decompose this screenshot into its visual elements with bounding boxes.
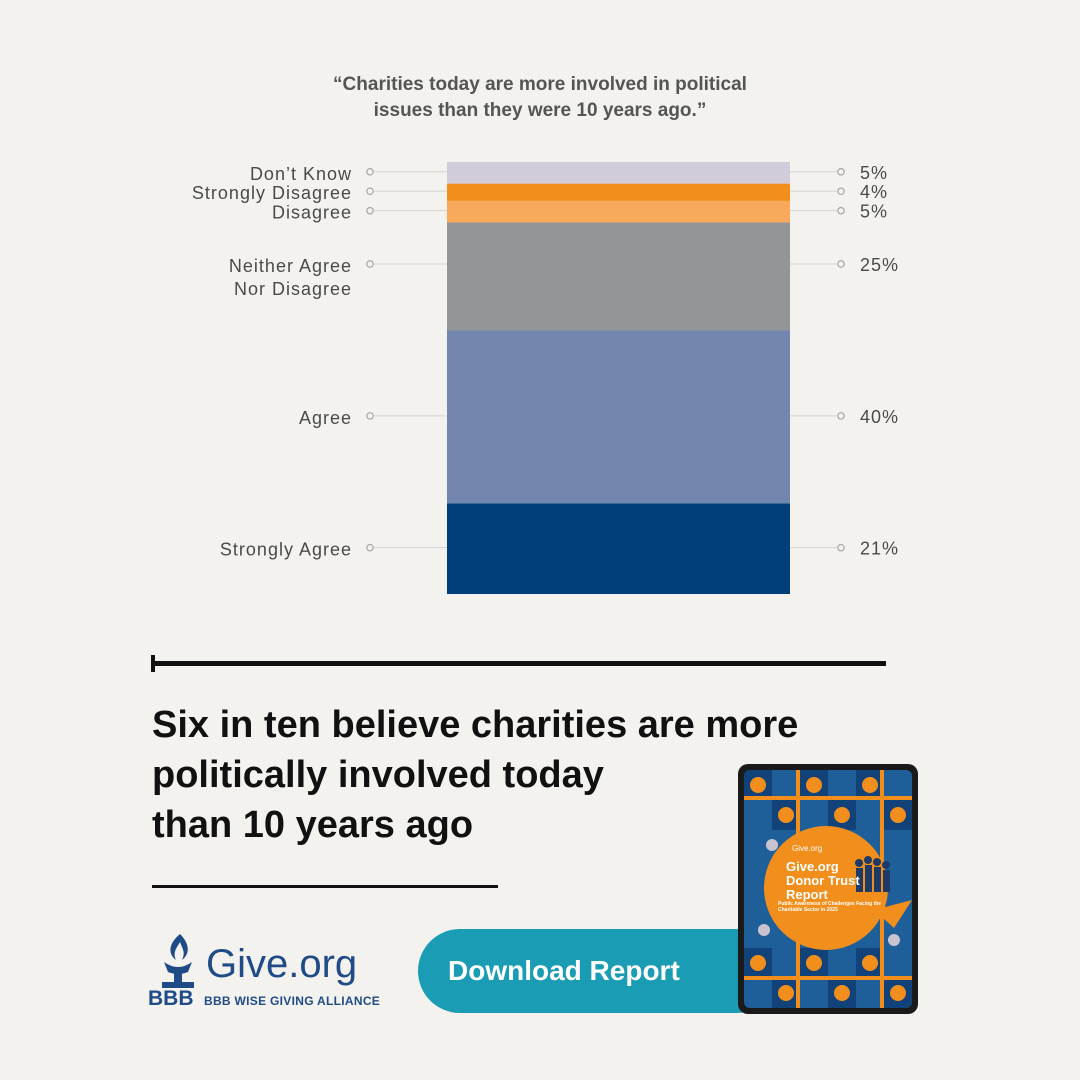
give-org-logo[interactable]: Give.org BBB BBB WISE GIVING ALLIANCE (148, 930, 388, 1014)
category-label-3-0: Disagree (272, 203, 352, 223)
value-label-0: 21% (860, 539, 899, 559)
headline-line-3: than 10 years ago (152, 804, 474, 846)
report-cover: Give.org Give.org Donor Trust Report Pub… (744, 770, 912, 1008)
report-tablet-image[interactable]: Give.org Give.org Donor Trust Report Pub… (738, 764, 918, 1014)
leader-dot-left-2 (366, 260, 374, 268)
value-label-4: 4% (860, 182, 888, 202)
leader-dot-left-5 (366, 168, 374, 176)
cover-title-line-2: Donor Trust (786, 873, 860, 888)
leader-dot-left-3 (366, 206, 374, 215)
value-label-5: 5% (860, 163, 888, 183)
category-label-0-0: Strongly Agree (220, 540, 352, 560)
value-label-2: 25% (860, 255, 899, 275)
bar-segment-4 (447, 183, 790, 201)
cover-title-line-1: Give.org (786, 859, 839, 874)
leader-dot-left-1 (366, 412, 374, 420)
bar-segment-1 (447, 330, 790, 504)
leader-dot-right-5 (837, 168, 845, 176)
chart-title-line-1: “Charities today are more involved in po… (333, 74, 747, 95)
divider-line-short (152, 885, 498, 888)
chart-title-line-2: issues than they were 10 years ago.” (373, 100, 707, 121)
leader-dot-right-2 (837, 260, 845, 268)
bar-segment-5 (447, 162, 790, 184)
leader-dot-right-0 (837, 543, 845, 552)
chart-title: “Charities today are more involved in po… (240, 72, 840, 124)
bar-segment-0 (447, 503, 790, 594)
value-label-3: 5% (860, 202, 888, 222)
leader-dot-left-0 (366, 543, 374, 552)
bar-segment-3 (447, 200, 790, 223)
divider-line (152, 661, 886, 666)
download-report-button[interactable]: Download Report (418, 929, 778, 1013)
headline-line-1: Six in ten believe charities are more (152, 704, 799, 746)
logo-bbb: BBB (148, 987, 194, 1010)
cover-title: Give.org Donor Trust Report (786, 860, 860, 902)
logo-text: Give.org (206, 942, 358, 986)
leader-dot-right-3 (837, 206, 845, 215)
value-label-1: 40% (860, 407, 899, 427)
stacked-bar-chart: Strongly Agree 21% Agree 40% Neither Agree No… (192, 162, 899, 594)
leader-dot-right-1 (837, 412, 845, 420)
logo-subtitle: BBB WISE GIVING ALLIANCE (204, 994, 381, 1008)
category-label-4-0: Strongly Disagree (192, 183, 352, 203)
cover-pattern (744, 770, 912, 1008)
category-label-5-0: Don’t Know (250, 164, 352, 184)
leader-dot-left-4 (366, 187, 374, 196)
cover-subtitle: Public Awareness of Challenges Facing th… (778, 901, 882, 913)
torch-icon (162, 934, 194, 988)
headline-line-2: politically involved today (152, 754, 604, 796)
leader-dot-right-4 (837, 187, 845, 196)
cover-title-line-3: Report (786, 887, 828, 902)
cover-brand: Give.org (792, 844, 823, 853)
bar-segment-2 (447, 222, 790, 331)
category-label-2-0: Neither Agree (229, 256, 352, 276)
headline: Six in ten believe charities are more po… (152, 700, 912, 850)
category-label-2-1: Nor Disagree (234, 279, 352, 299)
category-label-1-0: Agree (299, 408, 352, 428)
